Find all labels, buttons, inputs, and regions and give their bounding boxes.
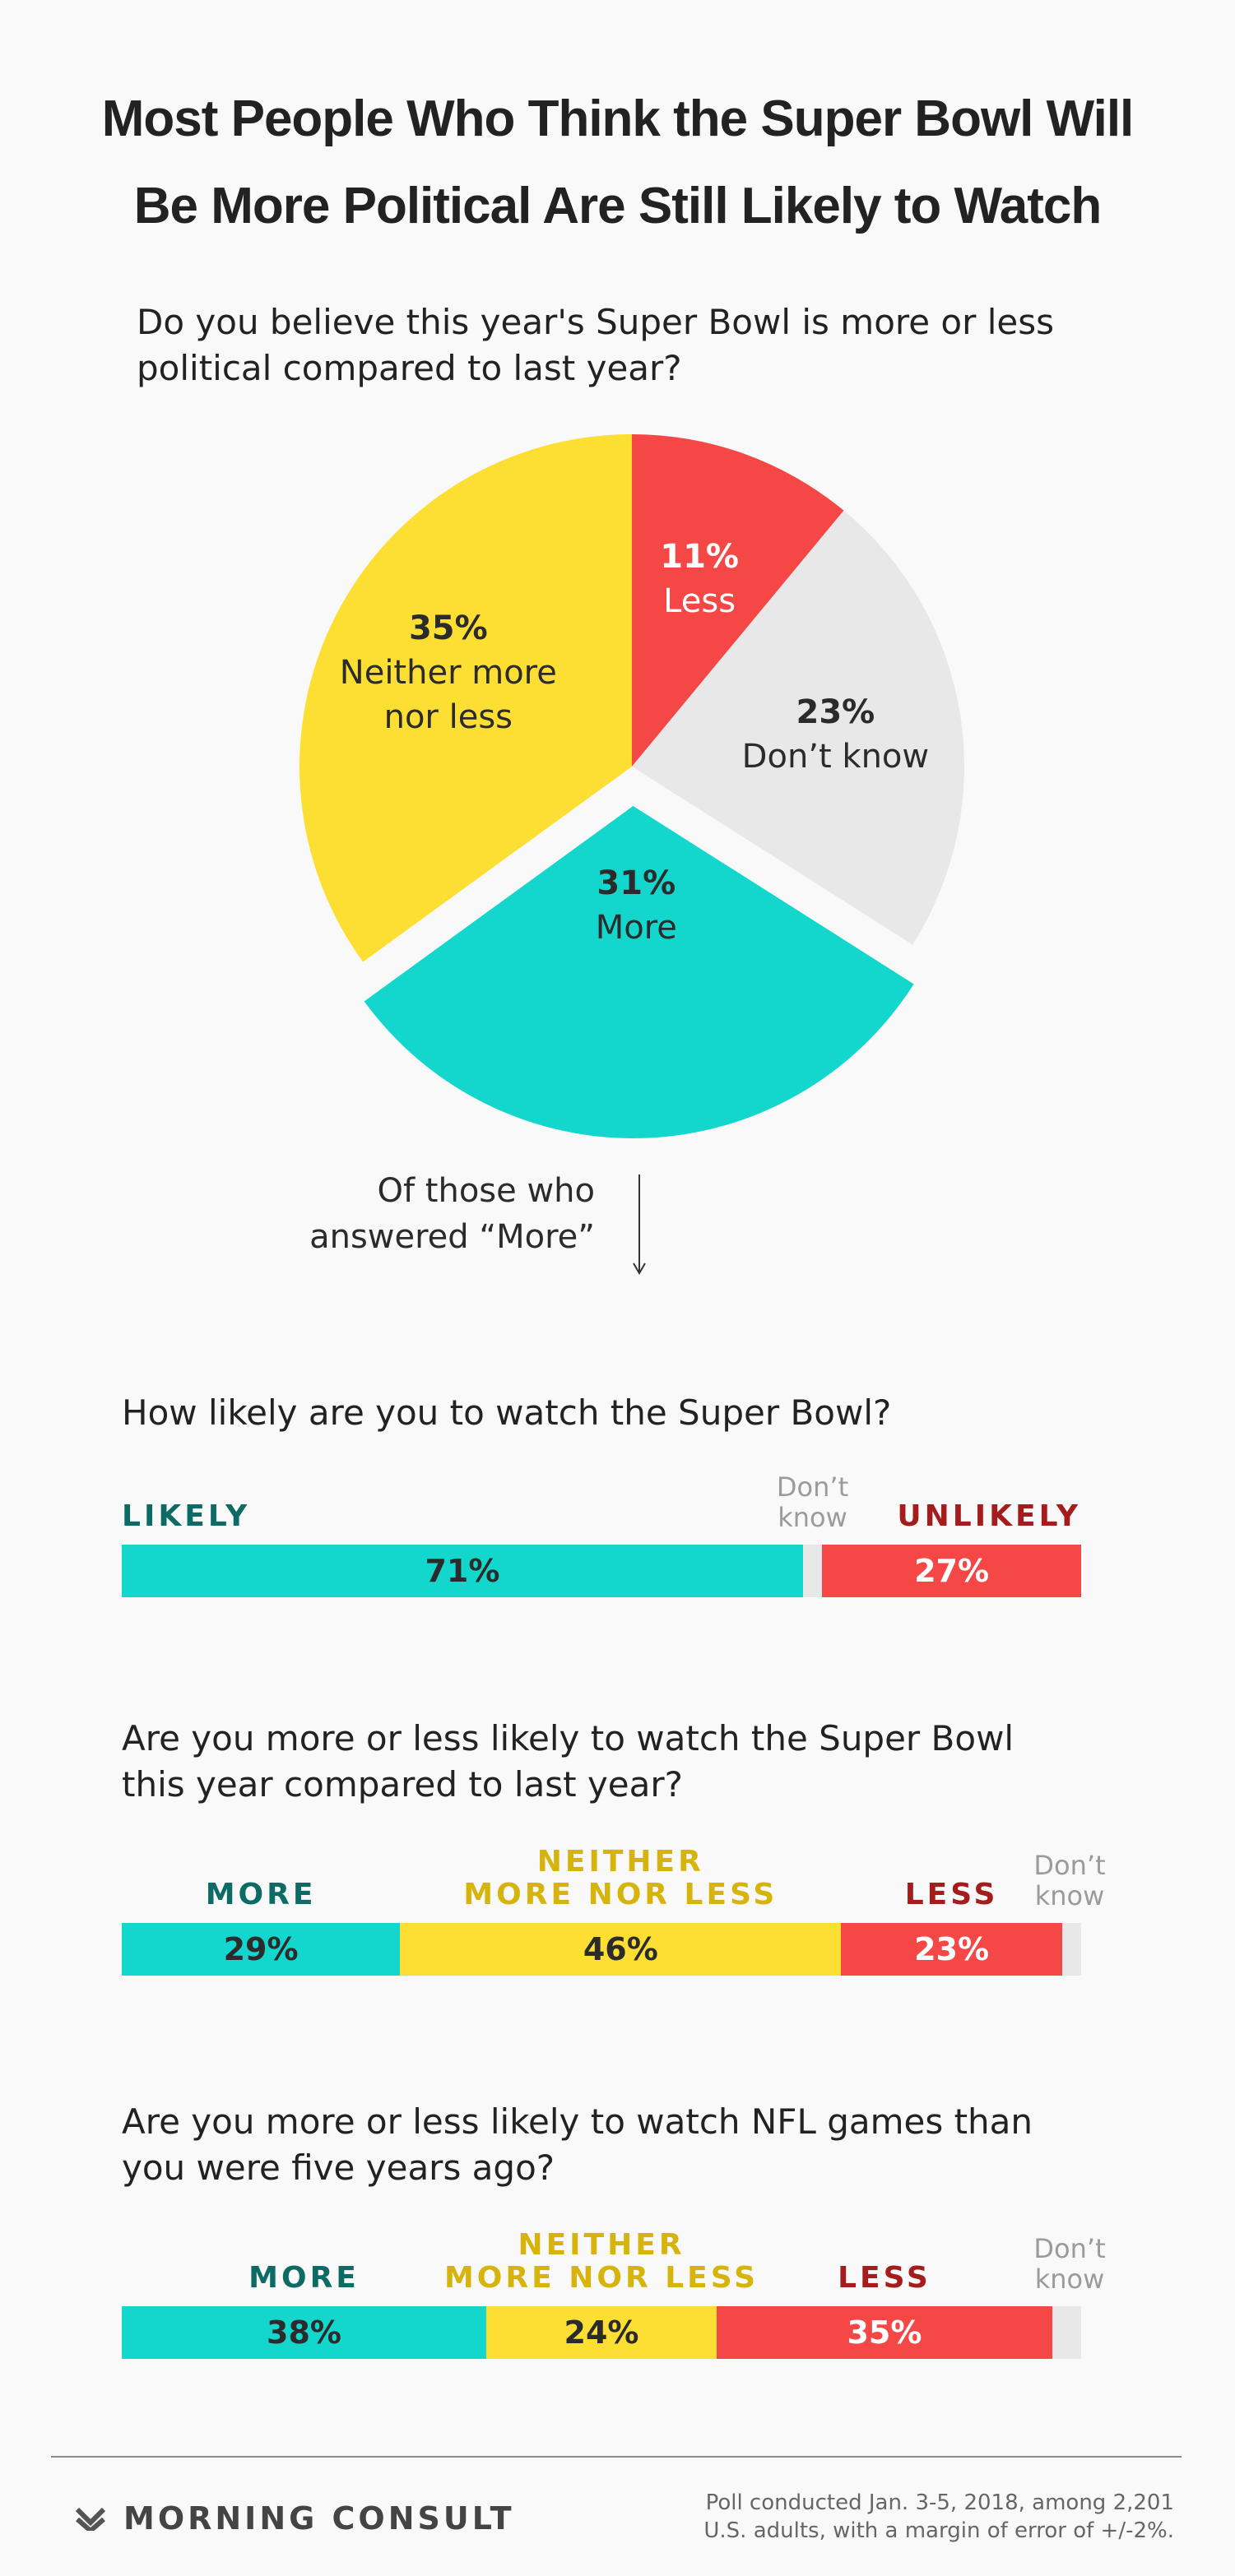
pie-label-name: More [595,909,677,947]
pie-slice-less [632,434,844,767]
stacked-bar-1: 71% 27% [122,1545,1081,1597]
pie-label-name: Don’t know [741,737,930,776]
followup-note: Of those who answered “More” [309,1172,595,1256]
bar-question-1: How likely are you to watch the Super Bo… [122,1392,892,1433]
bar-segment [802,1545,823,1597]
pie-label-more: 31% More [596,861,677,950]
pie-slice-neither [299,434,632,962]
stacked-bar-3: 38% 24% 35% [122,2306,1081,2359]
bar-segment [1052,2306,1081,2359]
category-label: UNLIKELY [897,1499,1081,1533]
stacked-bar-2: 29% 46% 23% [122,1923,1081,1976]
source-note: Poll conducted Jan. 3-5, 2018, among 2,2… [703,2490,1174,2543]
bar-value-label: 46% [583,1931,658,1967]
bar-question-2: Are you more or less likely to watch the… [122,1718,1014,1805]
pie-label-pct: 35% [408,609,488,648]
pie-label-dontknow: 23% Don’t know [742,690,929,779]
pie-label-neither: 35% Neither more nor less [340,606,557,739]
dont-know-label: Don’t know [776,1471,849,1533]
morning-consult-logo-icon [76,2507,105,2531]
bar-value-label: 27% [914,1553,990,1589]
category-label: NEITHER MORE NOR LESS [463,1845,778,1911]
bar-segment: 29% [122,1923,401,1976]
page-title: Most People Who Think the Super Bowl Wil… [0,76,1235,250]
bar-segment: 35% [716,2306,1052,2359]
bar-value-label: 71% [425,1553,500,1589]
dont-know-label: Don’t know [1033,2233,1106,2295]
category-label: MORE [248,2261,360,2295]
category-label: LIKELY [122,1499,251,1533]
pie-label-pct: 23% [796,693,875,731]
pie-chart [299,434,964,1138]
bar-segment: 38% [122,2306,487,2359]
category-label: NEITHER MORE NOR LESS [443,2228,759,2295]
brand-name: MORNING CONSULT [123,2500,515,2537]
bar-question-3: Are you more or less likely to watch NFL… [122,2101,1033,2188]
pie-question: Do you believe this year's Super Bowl is… [137,302,1055,388]
title-line-1: Most People Who Think the Super Bowl Wil… [101,90,1135,147]
bar-segment: 24% [486,2306,717,2359]
pie-label-name: Neither more nor less [339,654,557,737]
bar-value-label: 29% [223,1931,299,1967]
bar-value-label: 35% [847,2314,922,2351]
category-label: LESS [838,2261,931,2295]
bar-segment: 23% [841,1923,1062,1976]
category-label: MORE [205,1878,317,1911]
footer-divider [51,2456,1182,2458]
bar-segment: 27% [822,1545,1081,1597]
pie-slice-dontknow [632,510,964,945]
brand: MORNING CONSULT [76,2500,515,2537]
pie-label-pct: 31% [597,864,676,903]
pie-label-name: Less [663,581,736,620]
title-line-2: Be More Political Are Still Likely to Wa… [133,178,1102,234]
pie-slice-more [364,805,914,1138]
pie-label-pct: 11% [660,537,739,576]
bar-value-label: 23% [914,1931,990,1967]
bar-segment [1061,1923,1081,1976]
category-label: LESS [904,1878,999,1911]
dont-know-label: Don’t know [1033,1850,1106,1911]
arrow-down-icon [633,1174,646,1275]
bar-segment: 71% [122,1545,803,1597]
bar-segment: 46% [400,1923,842,1976]
bar-value-label: 38% [267,2314,342,2351]
pie-label-less: 11% Less [660,535,739,623]
bar-value-label: 24% [564,2314,639,2351]
